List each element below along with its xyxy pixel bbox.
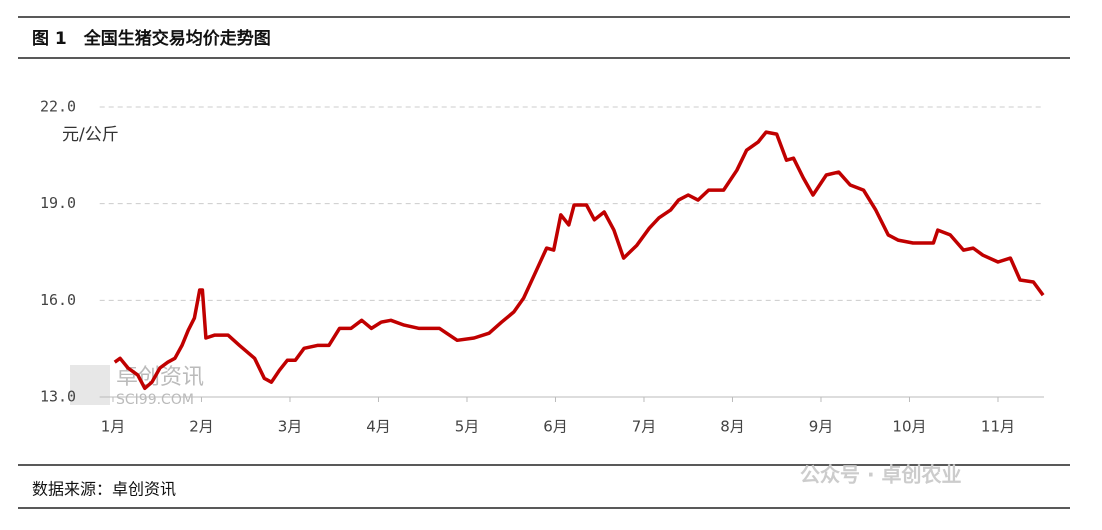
x-tick-label: 7月 xyxy=(632,418,657,436)
y-tick-label: 19.0 xyxy=(40,194,76,212)
x-tick-label: 10月 xyxy=(892,418,926,436)
x-tick-label: 4月 xyxy=(366,418,391,436)
y-tick-label: 16.0 xyxy=(40,291,76,309)
y-tick-label: 22.0 xyxy=(40,98,76,116)
source: 数据来源：卓创资讯 xyxy=(32,480,176,499)
x-tick-label: 5月 xyxy=(455,418,480,436)
x-tick-label: 8月 xyxy=(720,418,745,436)
x-tick-label: 3月 xyxy=(278,418,303,436)
watermark-logo xyxy=(70,365,110,405)
x-tick-label: 2月 xyxy=(189,418,214,436)
x-tick-label: 1月 xyxy=(101,418,126,436)
x-tick-label: 6月 xyxy=(543,418,568,436)
y-axis-label: 元/公斤 xyxy=(62,125,119,145)
price-line xyxy=(113,130,1045,391)
x-tick-label: 11月 xyxy=(981,418,1015,436)
chart-title: 图 1 全国生猪交易均价走势图 xyxy=(32,28,271,49)
y-tick-label: 13.0 xyxy=(40,388,76,406)
footer-watermark: 公众号 · 卓创农业 xyxy=(800,463,962,487)
x-tick-label: 9月 xyxy=(809,418,834,436)
watermark-sub: SCI99.COM xyxy=(116,392,194,408)
